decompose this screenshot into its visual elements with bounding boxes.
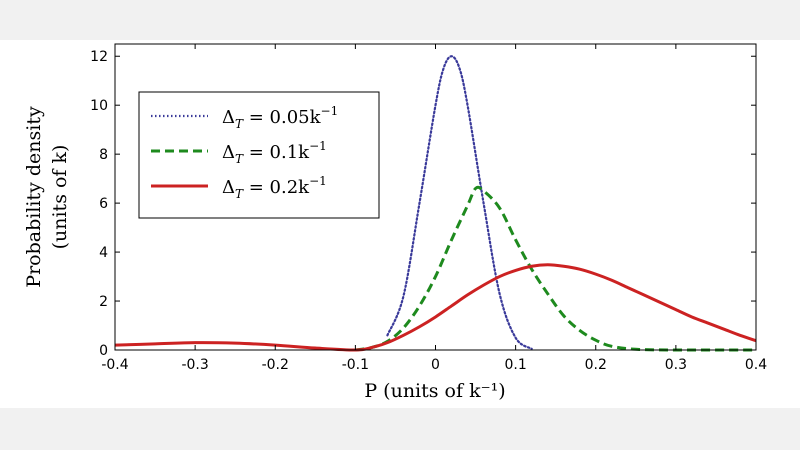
series-line-1 (355, 185, 757, 352)
legend-label-1: ΔT = 0.1k−1 (222, 139, 327, 166)
x-tick-label: -0.1 (342, 357, 369, 373)
x-tick-label: -0.4 (101, 357, 128, 373)
y-tick-label: 12 (90, 49, 108, 65)
y-tick-label: 6 (99, 196, 108, 212)
y-axis-label-line1: Probability density (23, 106, 45, 288)
legend-box (138, 91, 380, 219)
y-tick-label: 4 (99, 245, 108, 261)
series-line-0 (386, 55, 533, 350)
x-tick-label: 0.1 (504, 357, 526, 373)
x-tick-label: 0 (431, 357, 440, 373)
legend: ΔT = 0.05k−1 ΔT = 0.1k−1 ΔT = 0.2k−1 (138, 91, 380, 219)
x-tick-label: 0.4 (745, 357, 767, 373)
chart-svg: -0.4 -0.3 -0.2 -0.1 0 0.1 0.2 0.3 0.4 024681012 … (23, 43, 767, 402)
y-axis-label-line2: (units of k) (49, 145, 71, 250)
series-line-2 (114, 263, 757, 352)
x-axis-label: P (units of k⁻¹) (364, 380, 505, 402)
legend-label-2: ΔT = 0.2k−1 (222, 174, 327, 201)
y-tick-label: 2 (99, 294, 108, 310)
x-tick-label: -0.3 (181, 357, 208, 373)
x-tick-label: 0.2 (585, 357, 607, 373)
legend-label-0: ΔT = 0.05k−1 (222, 104, 338, 131)
y-tick-label: 10 (90, 98, 108, 114)
x-tick-label: -0.2 (262, 357, 289, 373)
x-tick-label: 0.3 (665, 357, 687, 373)
chart-canvas: -0.4 -0.3 -0.2 -0.1 0 0.1 0.2 0.3 0.4 0 2 4 6 8 10 12 … (0, 40, 800, 408)
y-tick-label: 8 (99, 147, 108, 163)
y-tick-label: 0 (99, 343, 108, 359)
